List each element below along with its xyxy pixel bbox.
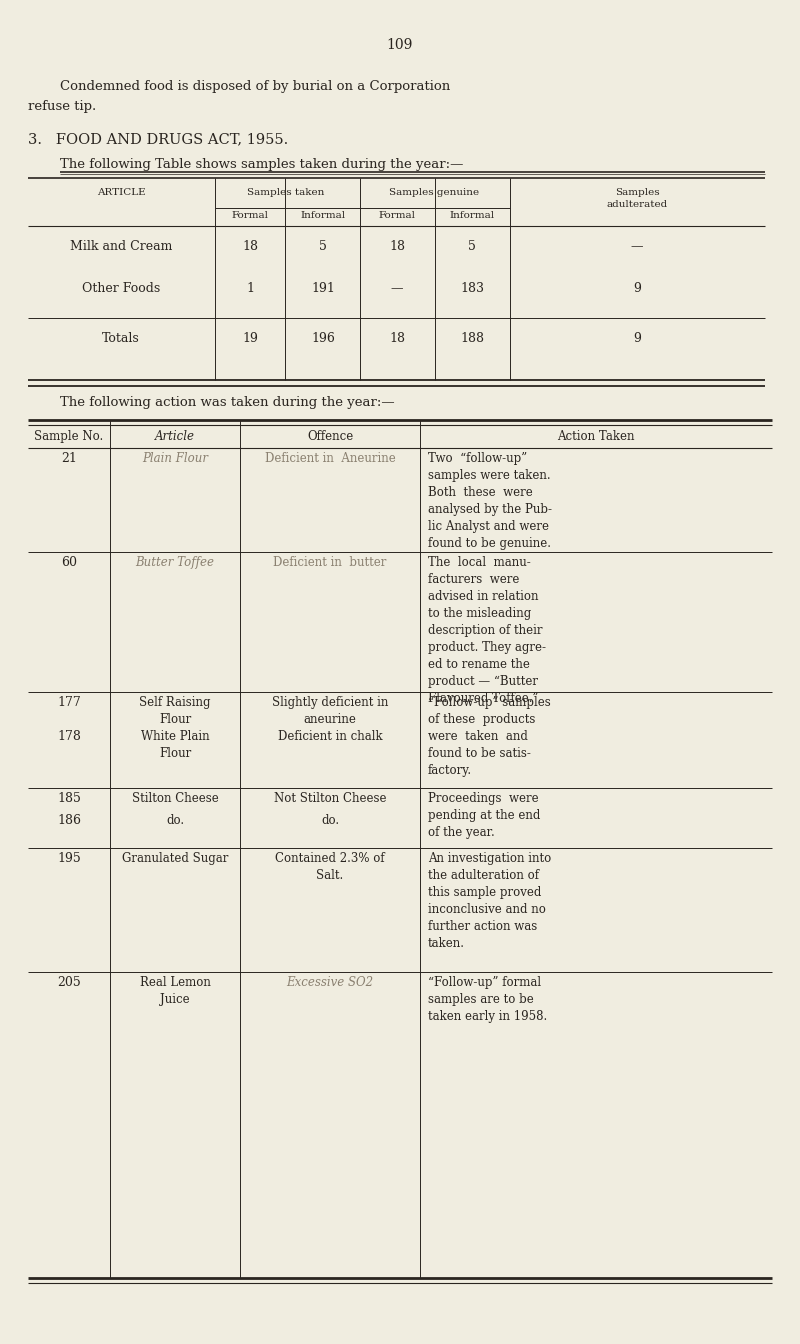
Text: Not Stilton Cheese: Not Stilton Cheese <box>274 792 386 805</box>
Text: Stilton Cheese: Stilton Cheese <box>132 792 218 805</box>
Text: 186: 186 <box>57 814 81 827</box>
Text: Formal: Formal <box>231 211 269 220</box>
Text: 3.   FOOD AND DRUGS ACT, 1955.: 3. FOOD AND DRUGS ACT, 1955. <box>28 132 288 146</box>
Text: Action Taken: Action Taken <box>558 430 634 444</box>
Text: do.: do. <box>321 814 339 827</box>
Text: Two  “follow-up”
samples were taken.
Both  these  were
analysed by the Pub-
lic : Two “follow-up” samples were taken. Both… <box>428 452 552 550</box>
Text: 5: 5 <box>468 241 476 253</box>
Text: The following Table shows samples taken during the year:—: The following Table shows samples taken … <box>60 159 463 171</box>
Text: 188: 188 <box>460 332 484 345</box>
Text: Samples taken: Samples taken <box>247 188 325 198</box>
Text: 196: 196 <box>311 332 335 345</box>
Text: 19: 19 <box>242 332 258 345</box>
Text: Offence: Offence <box>307 430 353 444</box>
Text: “Follow-up” samples
of these  products
were  taken  and
found to be satis-
facto: “Follow-up” samples of these products we… <box>428 696 550 777</box>
Text: The following action was taken during the year:—: The following action was taken during th… <box>60 396 394 409</box>
Text: Article: Article <box>155 430 195 444</box>
Text: “Follow-up” formal
samples are to be
taken early in 1958.: “Follow-up” formal samples are to be tak… <box>428 976 547 1023</box>
Text: Other Foods: Other Foods <box>82 282 160 294</box>
Text: Formal: Formal <box>378 211 415 220</box>
Text: 185: 185 <box>57 792 81 805</box>
Text: 60: 60 <box>61 556 77 569</box>
Text: Plain Flour: Plain Flour <box>142 452 208 465</box>
Text: Excessive SO2: Excessive SO2 <box>286 976 374 989</box>
Text: Samples genuine: Samples genuine <box>389 188 479 198</box>
Text: 18: 18 <box>242 241 258 253</box>
Text: 18: 18 <box>389 332 405 345</box>
Text: Granulated Sugar: Granulated Sugar <box>122 852 228 866</box>
Text: Proceedings  were
pending at the end
of the year.: Proceedings were pending at the end of t… <box>428 792 540 839</box>
Text: 183: 183 <box>460 282 484 294</box>
Text: 178: 178 <box>57 730 81 743</box>
Text: —: — <box>630 241 643 253</box>
Text: 177: 177 <box>57 696 81 710</box>
Text: Informal: Informal <box>301 211 346 220</box>
Text: 1: 1 <box>246 282 254 294</box>
Text: Sample No.: Sample No. <box>34 430 104 444</box>
Text: 195: 195 <box>57 852 81 866</box>
Text: 191: 191 <box>311 282 335 294</box>
Text: refuse tip.: refuse tip. <box>28 99 96 113</box>
Text: Butter Toffee: Butter Toffee <box>135 556 214 569</box>
Text: 205: 205 <box>57 976 81 989</box>
Text: Milk and Cream: Milk and Cream <box>70 241 172 253</box>
Text: Totals: Totals <box>102 332 140 345</box>
Text: 5: 5 <box>319 241 327 253</box>
Text: do.: do. <box>166 814 184 827</box>
Text: Deficient in chalk: Deficient in chalk <box>278 730 382 743</box>
Text: Informal: Informal <box>450 211 494 220</box>
Text: White Plain
Flour: White Plain Flour <box>141 730 210 759</box>
Text: ARTICLE: ARTICLE <box>97 188 146 198</box>
Text: —: — <box>390 282 403 294</box>
Text: An investigation into
the adulteration of
this sample proved
inconclusive and no: An investigation into the adulteration o… <box>428 852 551 950</box>
Text: Samples: Samples <box>614 188 659 198</box>
Text: Contained 2.3% of
Salt.: Contained 2.3% of Salt. <box>275 852 385 882</box>
Text: Real Lemon
Juice: Real Lemon Juice <box>139 976 210 1007</box>
Text: 21: 21 <box>61 452 77 465</box>
Text: The  local  manu-
facturers  were
advised in relation
to the misleading
descript: The local manu- facturers were advised i… <box>428 556 546 706</box>
Text: Deficient in  Aneurine: Deficient in Aneurine <box>265 452 395 465</box>
Text: adulterated: adulterated <box>606 200 668 210</box>
Text: 9: 9 <box>633 282 641 294</box>
Text: Condemned food is disposed of by burial on a Corporation: Condemned food is disposed of by burial … <box>60 81 450 93</box>
Text: 109: 109 <box>387 38 413 52</box>
Text: Slightly deficient in
aneurine: Slightly deficient in aneurine <box>272 696 388 726</box>
Text: Self Raising
Flour: Self Raising Flour <box>139 696 210 726</box>
Text: 9: 9 <box>633 332 641 345</box>
Text: Deficient in  butter: Deficient in butter <box>274 556 386 569</box>
Text: 18: 18 <box>389 241 405 253</box>
